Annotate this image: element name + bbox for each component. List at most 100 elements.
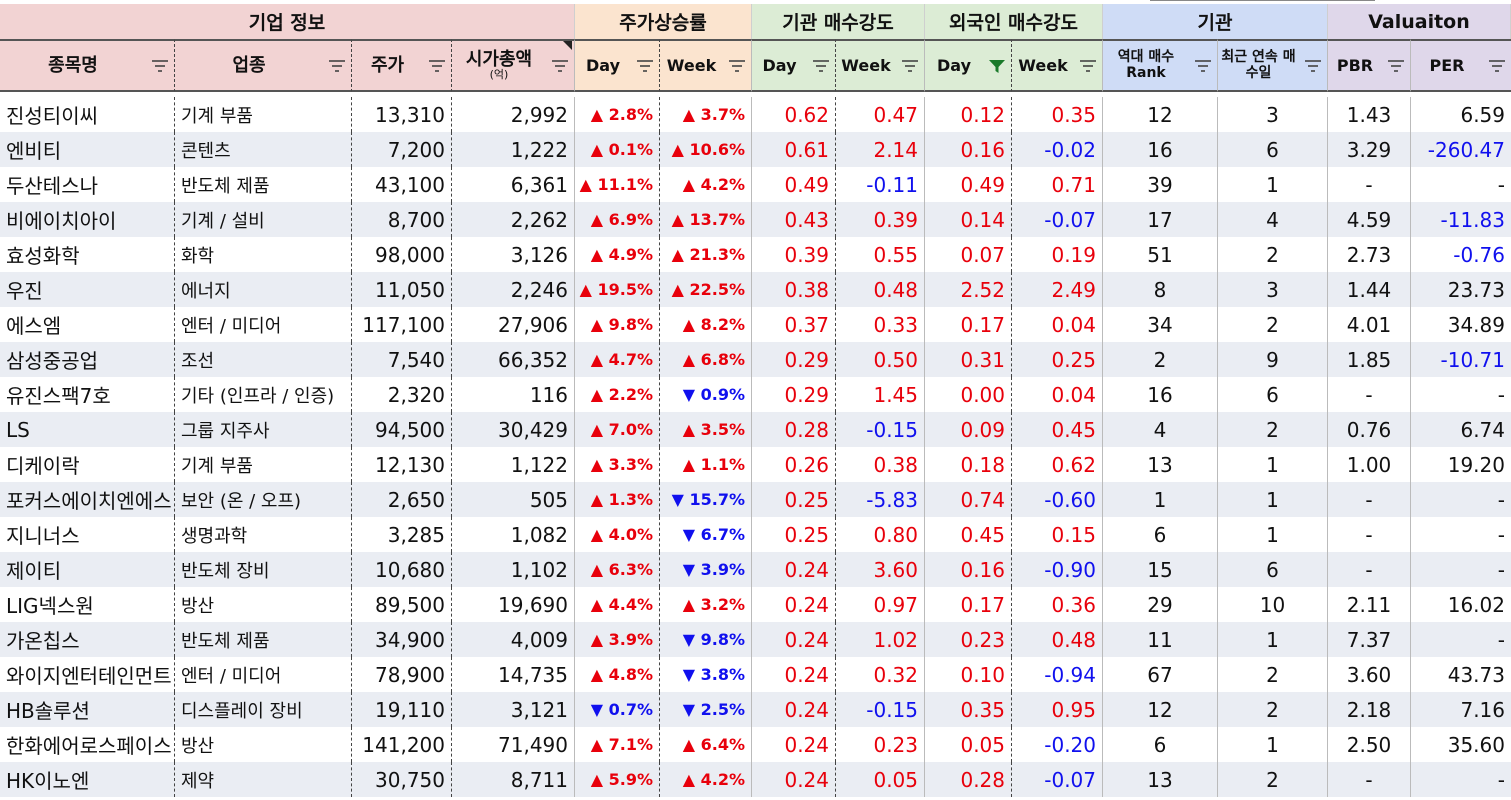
cell-streak[interactable]: 10 <box>1218 587 1328 622</box>
cell-per[interactable]: 7.16 <box>1460 697 1505 722</box>
cell-fday[interactable]: 0.28 <box>925 762 1012 797</box>
column-header-industry[interactable]: 업종 <box>175 39 352 92</box>
filter-icon[interactable] <box>896 58 924 74</box>
cell-mcap[interactable]: 27,906 <box>452 307 575 342</box>
cell-iweek[interactable]: 0.47 <box>836 97 925 132</box>
cell-price[interactable]: 30,750 <box>352 762 452 797</box>
cell-industry[interactable]: 보안 (온 / 오프) <box>175 482 352 517</box>
cell-iweek[interactable]: 0.38 <box>836 447 925 482</box>
cell-pweek[interactable]: ▼ 6.7% <box>660 517 752 552</box>
cell-mcap[interactable]: 66,352 <box>452 342 575 377</box>
cell-iday[interactable]: 0.39 <box>752 237 836 272</box>
column-header-iday[interactable]: Day <box>752 39 836 92</box>
cell-fweek[interactable]: 0.15 <box>1012 517 1103 552</box>
cell-fweek[interactable]: 2.49 <box>1012 272 1103 307</box>
filter-icon[interactable] <box>1299 58 1327 74</box>
cell-rank[interactable]: 4 <box>1103 412 1218 447</box>
cell-pbr[interactable]: - <box>1328 167 1411 202</box>
cell-streak[interactable]: 1 <box>1218 482 1328 517</box>
cell-streak[interactable]: 2 <box>1218 692 1328 727</box>
cell-fweek[interactable]: 0.25 <box>1012 342 1103 377</box>
cell-industry[interactable]: 기타 (인프라 / 인증) <box>175 377 352 412</box>
cell-mcap[interactable]: 3,126 <box>452 237 575 272</box>
cell-pweek[interactable]: ▼ 15.7% <box>660 482 752 517</box>
column-header-per[interactable]: PER <box>1411 39 1511 92</box>
cell-price[interactable]: 10,680 <box>352 552 452 587</box>
cell-price[interactable]: 34,900 <box>352 622 452 657</box>
cell-price[interactable]: 19,110 <box>352 692 452 727</box>
cell-price[interactable]: 3,285 <box>352 517 452 552</box>
cell-pbr[interactable]: 0.76 <box>1328 412 1411 447</box>
cell-price[interactable]: 2,650 <box>352 482 452 517</box>
cell-rank[interactable]: 6 <box>1103 727 1218 762</box>
cell-fweek[interactable]: 0.04 <box>1012 307 1103 342</box>
cell-pweek[interactable]: ▲ 6.4% <box>660 727 752 762</box>
cell-name[interactable]: 엔비티 <box>0 132 175 167</box>
cell-rank[interactable]: 15 <box>1103 552 1218 587</box>
cell-price[interactable]: 89,500 <box>352 587 452 622</box>
cell-fday[interactable]: 0.17 <box>925 307 1012 342</box>
cell-fday[interactable]: 0.23 <box>925 622 1012 657</box>
table-row[interactable]: 진성티이씨 기계 부품 13,310 2,992 ▲ 2.8% ▲ 3.7% 0.62 0.4… <box>0 97 1511 132</box>
cell-per[interactable]: - <box>1497 487 1505 512</box>
cell-fday[interactable]: 0.49 <box>925 167 1012 202</box>
cell-fweek[interactable]: -0.07 <box>1012 202 1103 237</box>
cell-industry[interactable]: 화학 <box>175 237 352 272</box>
cell-streak[interactable]: 3 <box>1218 97 1328 132</box>
cell-industry[interactable]: 생명과학 <box>175 517 352 552</box>
column-header-price[interactable]: 주가 <box>352 39 452 92</box>
cell-name[interactable]: 제이티 <box>0 552 175 587</box>
cell-per[interactable]: 6.74 <box>1460 417 1505 442</box>
cell-pbr[interactable]: 4.59 <box>1328 202 1411 237</box>
cell-name[interactable]: 비에이치아이 <box>0 202 175 237</box>
cell-pbr[interactable]: 1.00 <box>1328 447 1411 482</box>
cell-industry[interactable]: 디스플레이 장비 <box>175 692 352 727</box>
table-row[interactable]: HB솔루션 디스플레이 장비 19,110 3,121 ▼ 0.7% ▼ 2.5% 0.24… <box>0 692 1511 727</box>
cell-pweek[interactable]: ▲ 1.1% <box>660 447 752 482</box>
cell-industry[interactable]: 방산 <box>175 727 352 762</box>
cell-streak[interactable]: 2 <box>1218 412 1328 447</box>
cell-rank[interactable]: 8 <box>1103 272 1218 307</box>
cell-pweek[interactable]: ▼ 3.9% <box>660 552 752 587</box>
table-row[interactable]: LS 그룹 지주사 94,500 30,429 ▲ 7.0% ▲ 3.5% 0.28 -0.1… <box>0 412 1511 447</box>
cell-fday[interactable]: 0.07 <box>925 237 1012 272</box>
cell-name[interactable]: 에스엠 <box>0 307 175 342</box>
cell-pweek[interactable]: ▼ 3.8% <box>660 657 752 692</box>
cell-iweek[interactable]: 0.39 <box>836 202 925 237</box>
cell-iweek[interactable]: 0.33 <box>836 307 925 342</box>
cell-name[interactable]: 우진 <box>0 272 175 307</box>
cell-streak[interactable]: 6 <box>1218 552 1328 587</box>
cell-name[interactable]: 포커스에이치엔에스 <box>0 482 175 517</box>
cell-rank[interactable]: 29 <box>1103 587 1218 622</box>
cell-fday[interactable]: 0.05 <box>925 727 1012 762</box>
cell-iday[interactable]: 0.62 <box>752 97 836 132</box>
cell-rank[interactable]: 6 <box>1103 517 1218 552</box>
cell-fweek[interactable]: -0.02 <box>1012 132 1103 167</box>
cell-iweek[interactable]: -0.15 <box>836 412 925 447</box>
cell-iweek[interactable]: 3.60 <box>836 552 925 587</box>
cell-pday[interactable]: ▲ 2.8% <box>575 97 660 132</box>
cell-price[interactable]: 8,700 <box>352 202 452 237</box>
cell-pweek[interactable]: ▲ 10.6% <box>660 132 752 167</box>
cell-iday[interactable]: 0.24 <box>752 657 836 692</box>
cell-price[interactable]: 7,200 <box>352 132 452 167</box>
cell-pweek[interactable]: ▲ 3.7% <box>660 97 752 132</box>
cell-pbr[interactable]: 1.43 <box>1328 97 1411 132</box>
cell-fday[interactable]: 0.10 <box>925 657 1012 692</box>
cell-fweek[interactable]: -0.20 <box>1012 727 1103 762</box>
cell-iweek[interactable]: 0.97 <box>836 587 925 622</box>
filter-icon[interactable] <box>1382 58 1410 74</box>
cell-pbr[interactable]: 3.60 <box>1328 657 1411 692</box>
cell-industry[interactable]: 콘텐츠 <box>175 132 352 167</box>
cell-mcap[interactable]: 2,992 <box>452 97 575 132</box>
cell-industry[interactable]: 엔터 / 미디어 <box>175 307 352 342</box>
cell-iday[interactable]: 0.24 <box>752 727 836 762</box>
cell-iday[interactable]: 0.29 <box>752 342 836 377</box>
cell-per[interactable]: 35.60 <box>1447 732 1505 757</box>
cell-name[interactable]: 진성티이씨 <box>0 97 175 132</box>
cell-fweek[interactable]: 0.35 <box>1012 97 1103 132</box>
cell-fweek[interactable]: 0.19 <box>1012 237 1103 272</box>
filter-icon[interactable] <box>807 58 835 74</box>
column-header-pday[interactable]: Day <box>575 39 660 92</box>
cell-rank[interactable]: 34 <box>1103 307 1218 342</box>
